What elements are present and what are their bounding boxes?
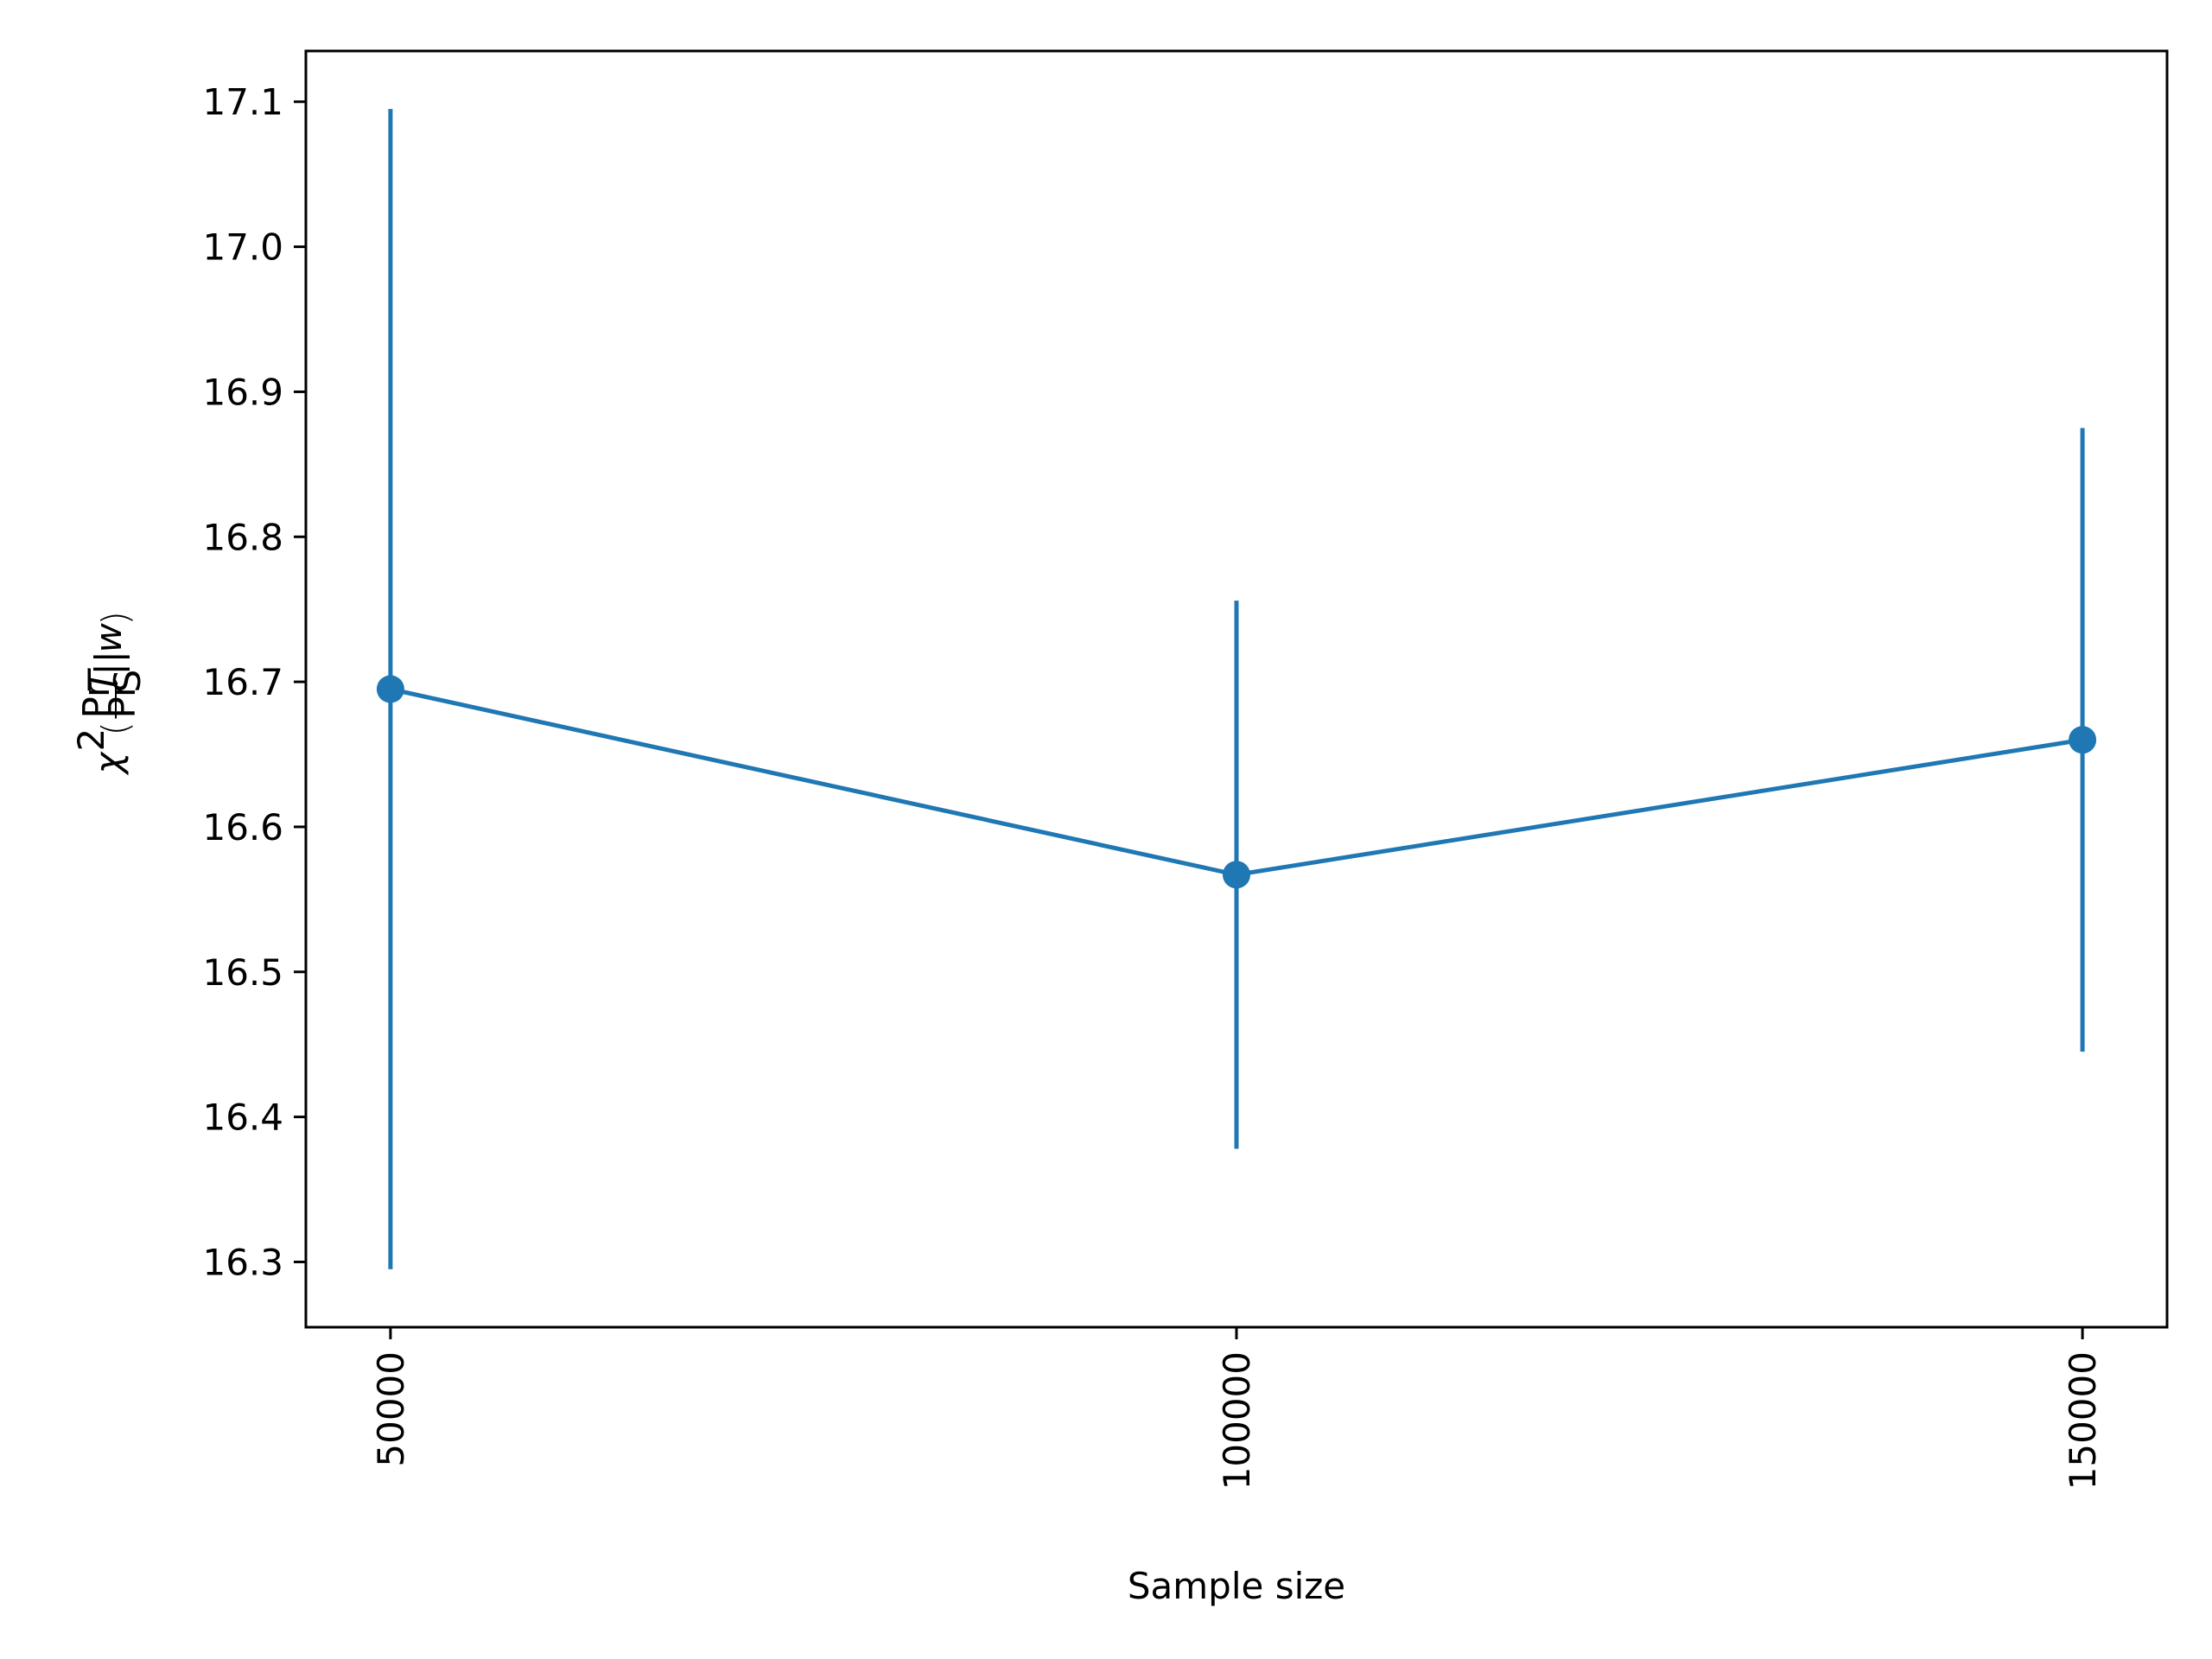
y-tick-label: 16.9 [202,371,283,413]
y-tick-label: 17.1 [202,81,283,124]
x-tick-label: 150000 [2062,1351,2104,1490]
y-label-close-paren: ) [94,611,137,625]
y-label-denominator: Pr [101,682,143,719]
y-tick-label: 16.7 [202,661,283,703]
x-axis: 50000 100000 150000 [370,1327,2104,1490]
y-label-bars: || [87,651,130,675]
x-tick-label: 100000 [1216,1351,1258,1490]
y-tick-label: 16.3 [202,1241,283,1283]
y-tick-label: 16.8 [202,516,283,558]
y-tick-label: 17.0 [202,226,283,269]
data-point [2069,726,2097,754]
series-layer [376,109,2097,1269]
y-tick-label: 16.6 [202,806,283,849]
x-tick-label: 50000 [370,1351,412,1467]
y-label-sup: 2 [70,728,112,752]
y-axis: 16.3 16.4 16.5 16.6 16.7 16.8 16.9 17.0 17.1 [202,81,306,1283]
y-tick-label: 16.4 [202,1096,283,1139]
y-tick-label: 16.5 [202,951,283,994]
y-label-open-paren: ( [94,721,137,735]
y-label-denominator-sub: S [106,670,149,693]
y-label-chi: χ [87,751,130,776]
x-axis-label: Sample size [1128,1565,1345,1607]
data-point [1223,861,1250,889]
y-label-w: w [87,623,130,653]
data-point [376,675,404,703]
y-label-numerator: Pr [75,682,118,719]
y-axis-label: χ 2 ( Pr T Pr S || w ) [70,611,149,775]
